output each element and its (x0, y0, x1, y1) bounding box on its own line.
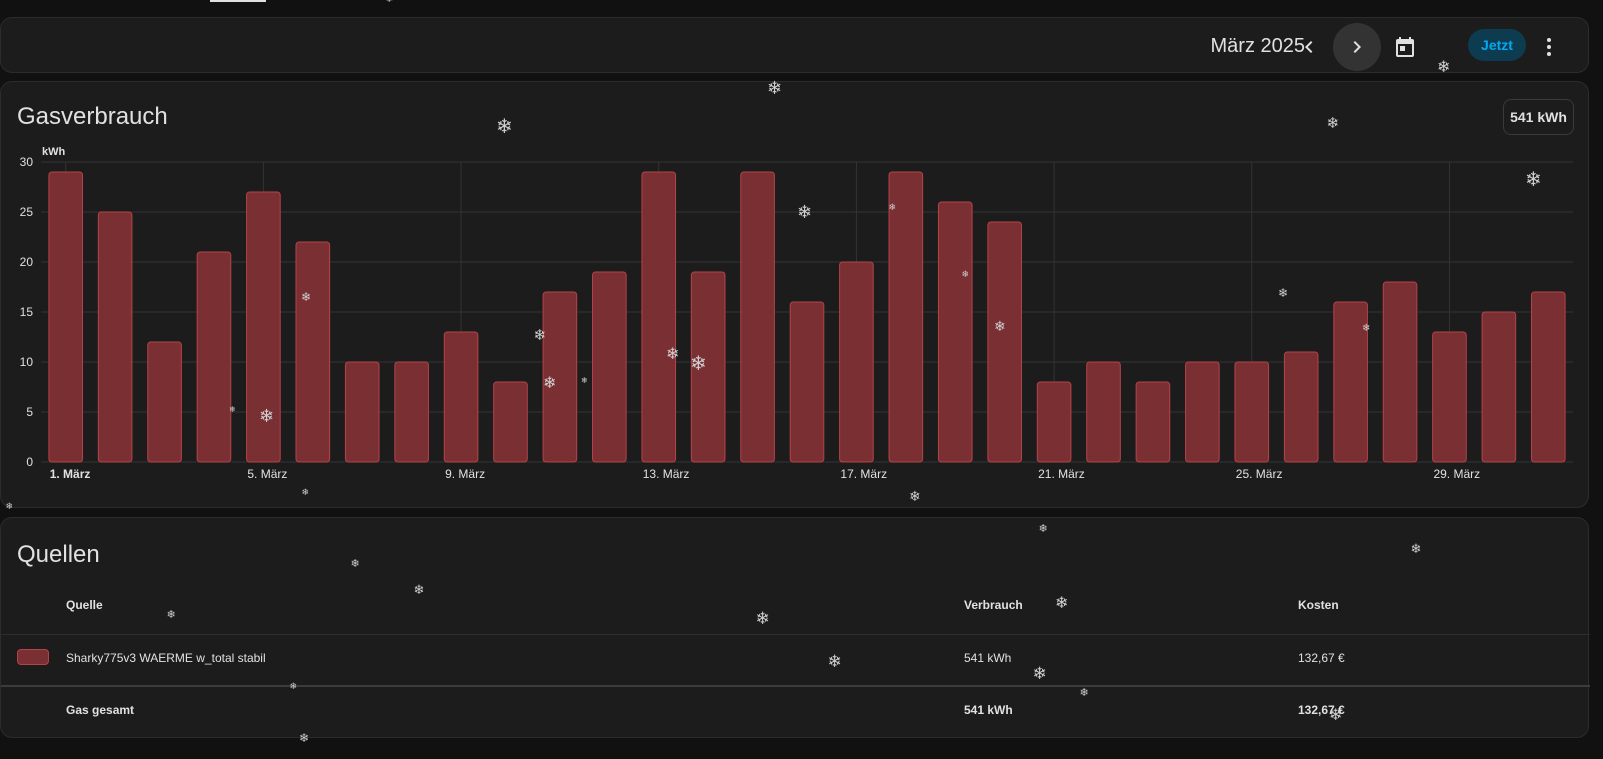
source-consumption: 541 kWh (964, 651, 1012, 665)
y-tick-label: 25 (20, 205, 34, 219)
y-axis-unit-label: kWh (42, 146, 66, 158)
source-name: Sharky775v3 WAERME w_total stabil (66, 651, 266, 665)
gas-consumption-chart[interactable]: 0 5 10 15 20 25 30 1. März 5. März 9. März 13. Mär… (1, 142, 1590, 487)
total-divider (1, 685, 1590, 687)
x-tick-label: 1. März (50, 467, 91, 481)
bar-day-9[interactable] (443, 331, 479, 463)
column-header-consumption[interactable]: Verbrauch (964, 598, 1023, 612)
y-tick-label: 30 (20, 155, 34, 169)
sources-card-title: Quellen (17, 541, 100, 568)
bar-day-10[interactable] (493, 381, 528, 463)
bar-day-3[interactable] (147, 341, 182, 463)
column-header-source[interactable]: Quelle (66, 598, 103, 612)
y-tick-label: 15 (20, 305, 34, 319)
bar-day-19[interactable] (937, 201, 973, 463)
bar-day-31[interactable] (1530, 291, 1566, 463)
y-tick-label: 5 (26, 405, 33, 419)
bar-day-23[interactable] (1135, 381, 1171, 463)
y-tick-label: 10 (20, 355, 34, 369)
bar-day-24[interactable] (1185, 361, 1220, 463)
next-period-button[interactable] (1333, 23, 1381, 71)
bar-day-14[interactable] (690, 271, 726, 463)
sources-card: Quellen Quelle Verbrauch Kosten Sharky77… (0, 517, 1590, 738)
bar-day-8[interactable] (394, 361, 429, 463)
bar-day-18[interactable] (888, 171, 924, 463)
bar-day-29[interactable] (1432, 331, 1467, 463)
y-tick-label: 0 (26, 455, 33, 469)
previous-period-button[interactable] (1285, 23, 1333, 71)
bar-day-25[interactable] (1234, 361, 1270, 463)
x-tick-label: 13. März (643, 467, 690, 481)
period-toolbar: März 2025 Jetzt (0, 17, 1589, 73)
bar-day-4[interactable] (196, 251, 232, 463)
now-button[interactable]: Jetzt (1468, 29, 1526, 61)
bar-day-2[interactable] (97, 211, 133, 463)
period-label: März 2025 (1210, 35, 1306, 57)
bar-day-27[interactable] (1333, 301, 1368, 463)
x-tick-label: 29. März (1433, 467, 1480, 481)
total-consumption-badge: 541 kWh (1503, 99, 1574, 135)
total-label: Gas gesamt (66, 703, 135, 717)
bar-day-6[interactable] (295, 241, 331, 463)
calendar-icon (1396, 37, 1414, 57)
gas-consumption-card: Gasverbrauch 541 kWh 0 5 10 15 20 25 30 1. März… (0, 81, 1589, 508)
x-tick-label: 25. März (1236, 467, 1283, 481)
x-tick-label: 9. März (445, 467, 485, 481)
bar-day-28[interactable] (1382, 281, 1418, 463)
active-tab-indicator (210, 0, 266, 2)
chevron-left-icon (1305, 41, 1313, 53)
top-tab-strip (0, 0, 1603, 14)
bar-day-26[interactable] (1283, 351, 1319, 463)
x-tick-label: 5. März (247, 467, 287, 481)
bar-day-17[interactable] (839, 261, 874, 463)
more-vertical-icon (1547, 38, 1551, 56)
x-tick-label: 21. März (1038, 467, 1085, 481)
column-header-cost[interactable]: Kosten (1298, 598, 1339, 612)
source-cost: 132,67 € (1298, 651, 1345, 665)
bar-day-16[interactable] (789, 301, 825, 463)
total-consumption: 541 kWh (964, 703, 1013, 717)
source-color-swatch (17, 649, 49, 665)
bar-day-13[interactable] (641, 171, 677, 463)
header-divider (1, 634, 1590, 635)
more-options-button[interactable] (1525, 23, 1573, 71)
y-tick-label: 20 (20, 255, 34, 269)
bar-day-7[interactable] (344, 361, 380, 463)
x-tick-label: 17. März (840, 467, 887, 481)
bar-day-21[interactable] (1036, 381, 1072, 463)
bar-day-20[interactable] (987, 221, 1022, 463)
bar-day-12[interactable] (592, 271, 627, 463)
bar-day-22[interactable] (1086, 361, 1121, 463)
date-picker-button[interactable] (1381, 23, 1429, 71)
chart-card-title: Gasverbrauch (17, 103, 168, 130)
total-cost: 132,67 € (1298, 703, 1345, 717)
bar-day-30[interactable] (1481, 311, 1517, 463)
bar-day-15[interactable] (740, 171, 775, 463)
bar-day-1[interactable] (48, 171, 84, 463)
bar-day-5[interactable] (246, 191, 281, 463)
bar-day-11[interactable] (542, 291, 578, 463)
chevron-right-icon (1353, 41, 1361, 53)
